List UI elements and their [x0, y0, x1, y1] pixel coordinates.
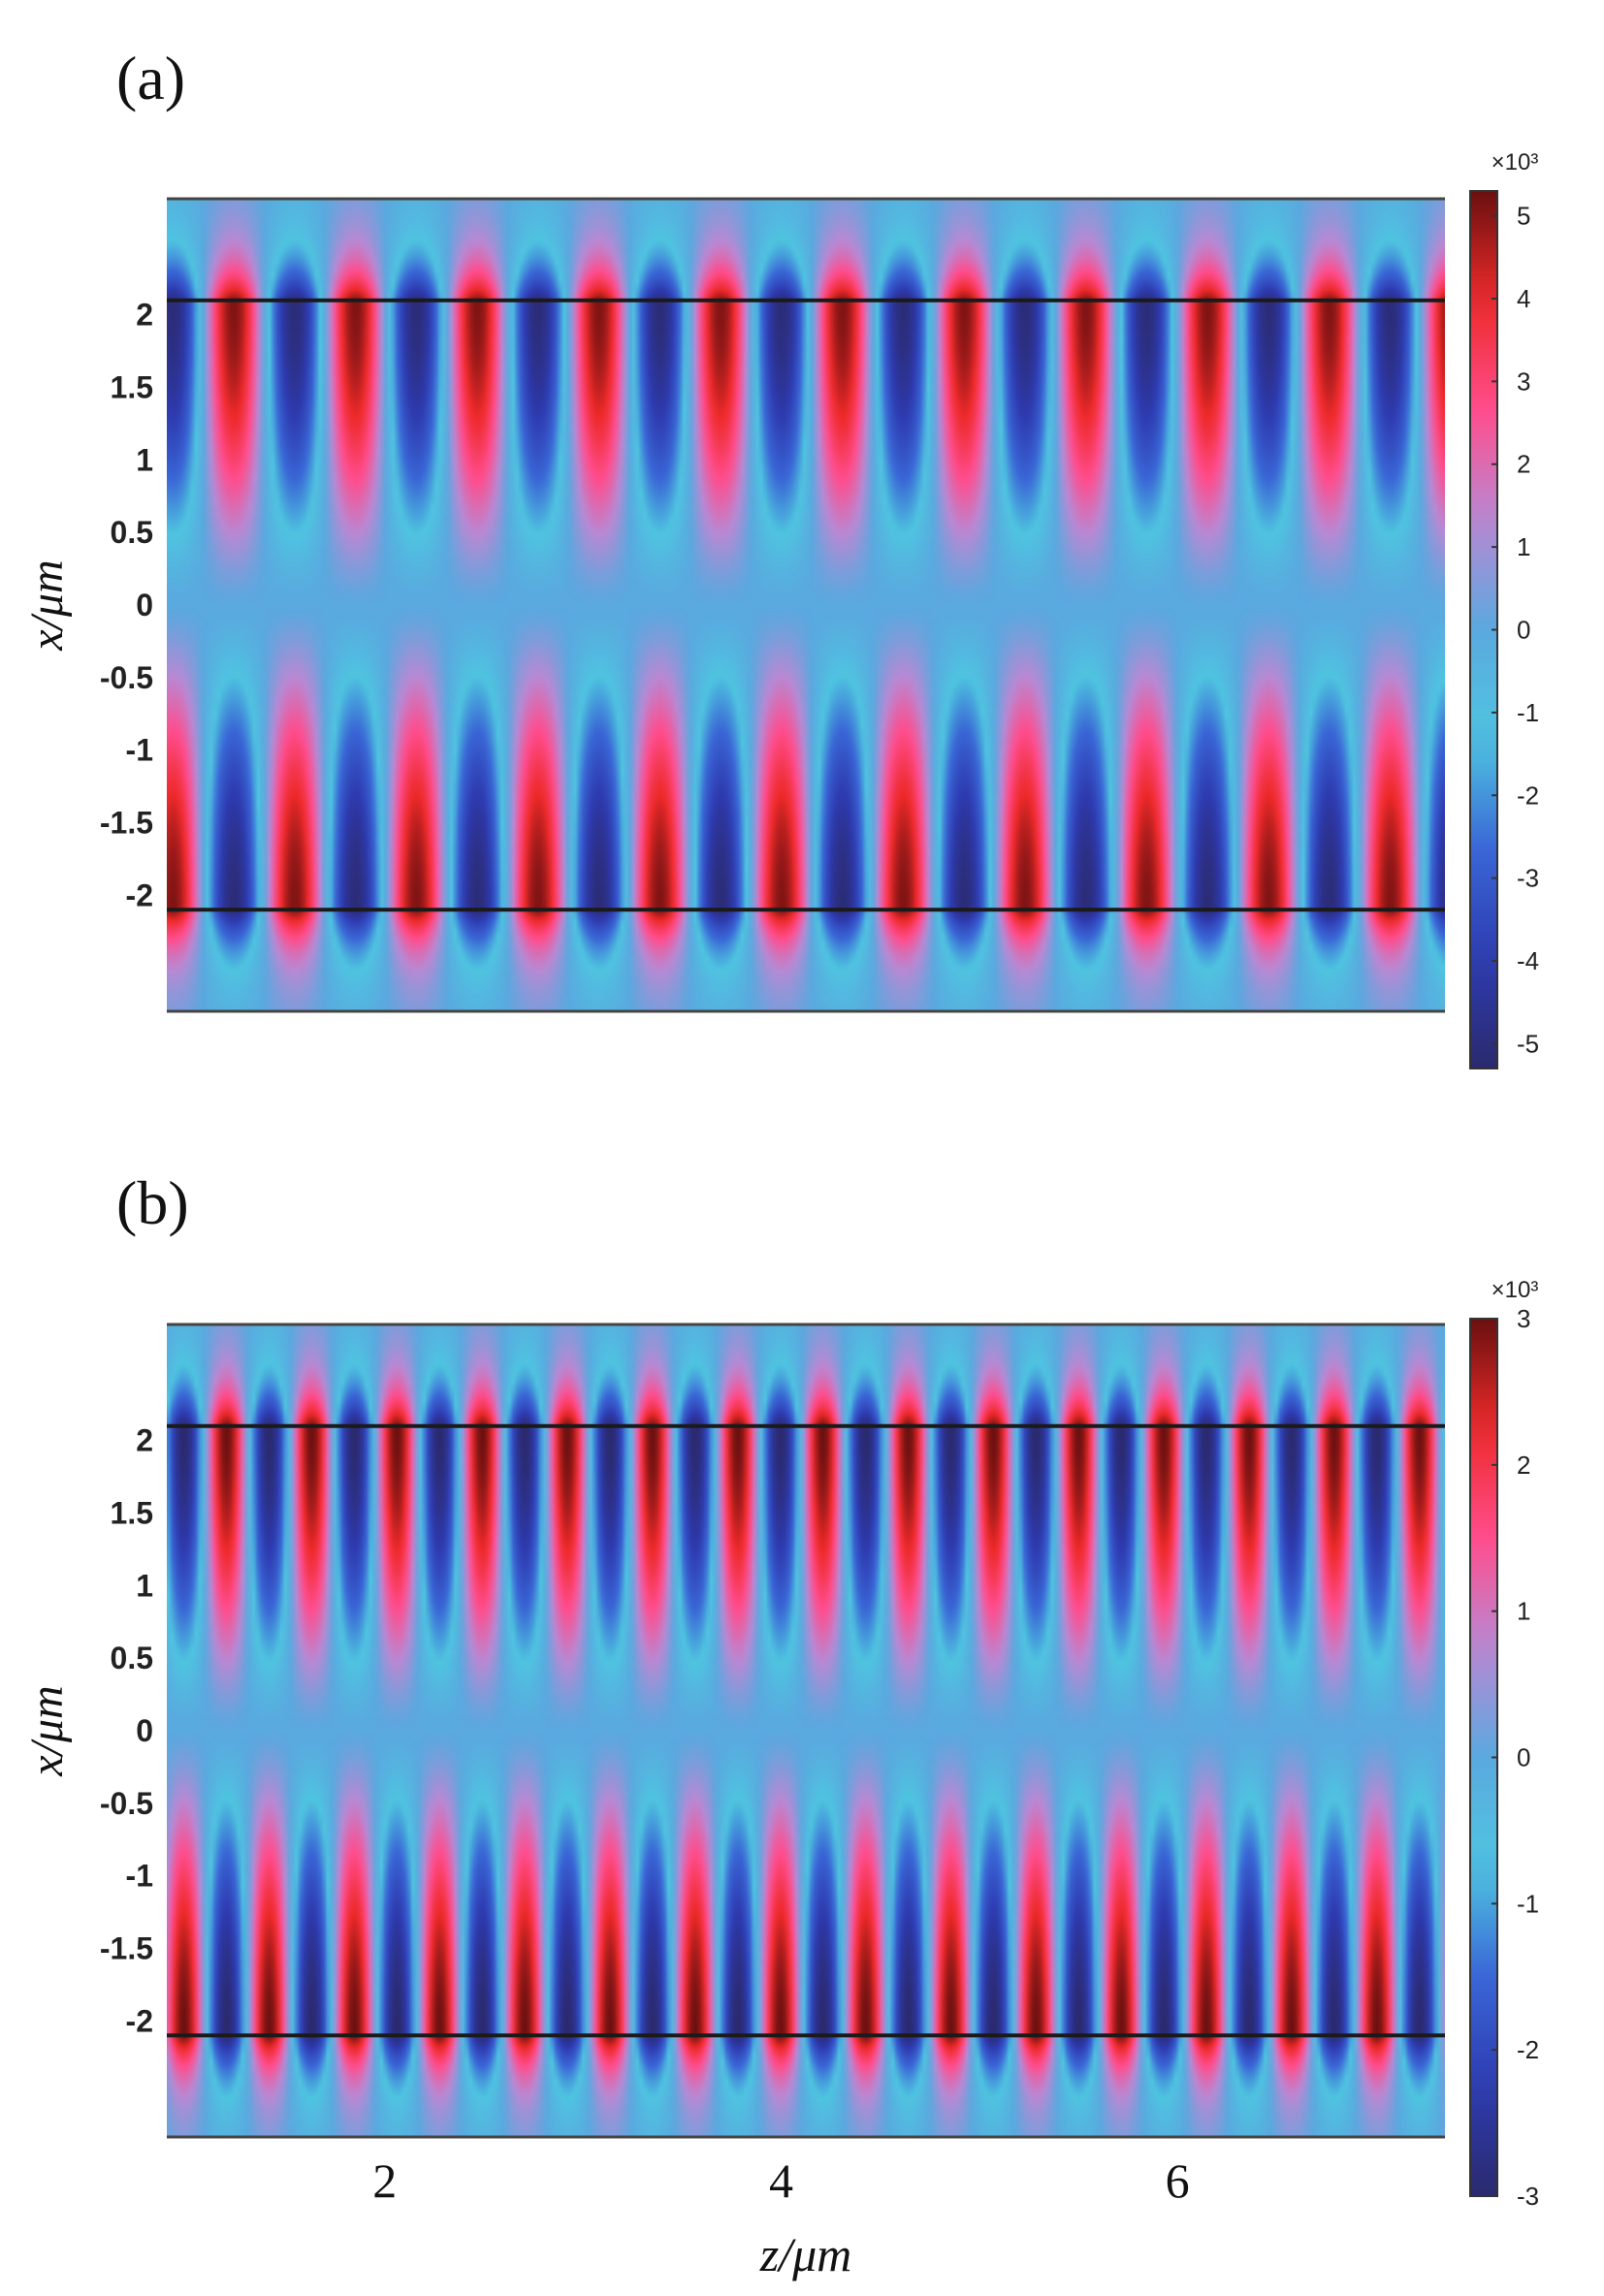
colorbar-tick-label: 0 — [1517, 616, 1530, 645]
y-tick-label: 1 — [136, 442, 153, 477]
colorbar-tick-label: 5 — [1517, 202, 1530, 231]
colorbar-tick-label: 0 — [1517, 1743, 1530, 1772]
y-tick-label: 0 — [136, 1713, 153, 1748]
y-tick-label: 0 — [136, 588, 153, 622]
y-tick-label: 2 — [136, 298, 153, 333]
y-tick-label: -2 — [126, 2003, 153, 2038]
y-axis-label: x/μm — [21, 559, 73, 651]
colorbar-tick-label: -4 — [1517, 946, 1539, 975]
y-tick-label: 1.5 — [111, 1496, 153, 1531]
x-axis-label: z/μm — [759, 2227, 852, 2281]
colorbar-tick-label: -5 — [1517, 1029, 1539, 1058]
colorbar-tick-label: 3 — [1517, 367, 1530, 396]
colorbar-tick-label: -3 — [1517, 2182, 1539, 2211]
colorbar-tick-label: 3 — [1517, 1304, 1530, 1333]
y-tick-label: 1.5 — [111, 370, 153, 405]
colorbar-exponent: ×10³ — [1492, 149, 1539, 175]
y-tick-label: -1 — [126, 733, 153, 768]
y-tick-label: 0.5 — [111, 515, 153, 550]
y-tick-label: -1 — [126, 1859, 153, 1894]
y-tick-label: -1.5 — [100, 805, 153, 840]
y-tick-label: -2 — [126, 877, 153, 912]
colorbar-tick-label: -2 — [1517, 781, 1539, 810]
colorbar-tick-label: 1 — [1517, 1597, 1530, 1626]
x-tick-label: 4 — [769, 2153, 793, 2208]
x-tick-label: 6 — [1166, 2153, 1190, 2208]
colorbar-tick-label: 2 — [1517, 450, 1530, 479]
y-tick-label: 1 — [136, 1568, 153, 1603]
colorbar-tick-label: 4 — [1517, 284, 1530, 313]
panel-a: (a) 2 1.5 1 0.5 0 -0.5 -1 -1.5 -2 x/μm 5 4 3 2 1 0 -1 -2 -3… — [21, 44, 1539, 1069]
field-heatmap — [167, 199, 1445, 1011]
y-tick-label: -1.5 — [100, 1930, 153, 1965]
y-tick-label: 0.5 — [111, 1641, 153, 1675]
colorbar-tick-label: -2 — [1517, 2035, 1539, 2064]
panel-label: (a) — [116, 44, 185, 112]
field-heatmap — [167, 1324, 1445, 2137]
x-tick-label: 2 — [372, 2153, 397, 2208]
panel-label: (b) — [116, 1168, 189, 1237]
colorbar-tick-label: 1 — [1517, 532, 1530, 561]
colorbar-tick-label: 2 — [1517, 1451, 1530, 1480]
colorbar-exponent: ×10³ — [1492, 1277, 1539, 1303]
y-tick-label: -0.5 — [100, 660, 153, 695]
panel-b: (b) 2 1.5 1 0.5 0 -0.5 -1 -1.5 -2 x/μm 2 4 6 z/μm 3 2 1 0 -… — [21, 1168, 1539, 2281]
colorbar-tick-label: -3 — [1517, 864, 1539, 893]
y-axis-label: x/μm — [21, 1685, 73, 1776]
y-tick-label: 2 — [136, 1423, 153, 1458]
y-tick-label: -0.5 — [100, 1786, 153, 1821]
colorbar-tick-label: -1 — [1517, 1889, 1539, 1918]
colorbar-tick-label: -1 — [1517, 698, 1539, 727]
